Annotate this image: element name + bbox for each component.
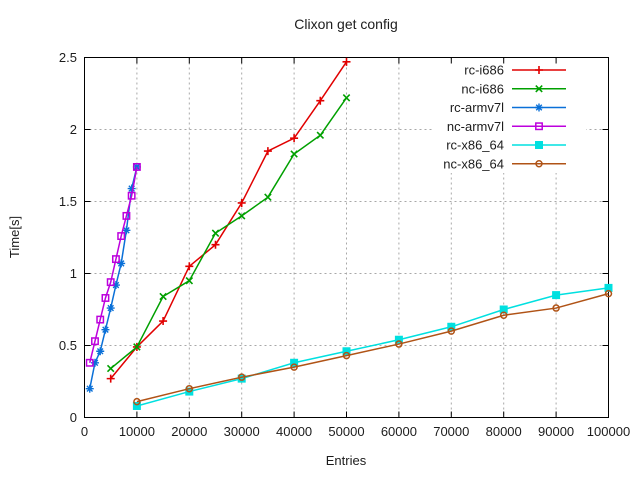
- marker-open-circle-icon: [290, 363, 298, 371]
- legend-label-rc-x86_64: rc-x86_64: [446, 138, 504, 153]
- x-tick-label: 20000: [171, 424, 207, 439]
- marker-asterisk-icon: [535, 103, 543, 112]
- marker-asterisk-icon: [96, 347, 105, 356]
- y-tick-label: 2.5: [59, 50, 77, 65]
- series-line-rc-i686: [110, 61, 348, 380]
- y-tick-label: 0.5: [59, 338, 77, 353]
- marker-open-circle-icon: [535, 160, 543, 168]
- marker-asterisk-icon: [122, 226, 131, 235]
- x-tick-label: 0: [81, 424, 88, 439]
- marker-open-circle-icon: [604, 289, 613, 298]
- x-tick-label: 80000: [486, 424, 522, 439]
- legend-label-rc-i686: rc-i686: [464, 63, 504, 78]
- x-tick-label: 30000: [224, 424, 260, 439]
- marker-cross-icon: [106, 364, 115, 373]
- y-tick-label: 1: [70, 266, 77, 281]
- y-tick-label: 0: [70, 410, 77, 425]
- x-tick-label: 70000: [433, 424, 469, 439]
- marker-cross-icon: [133, 343, 141, 351]
- marker-open-circle-icon: [237, 373, 246, 381]
- x-tick-label: 40000: [276, 424, 312, 439]
- marker-plus-icon: [290, 134, 299, 143]
- series-line-nc-i686: [110, 97, 348, 370]
- marker-cross-icon: [316, 131, 325, 140]
- marker-plus-icon: [263, 147, 272, 156]
- legend-label-rc-armv7l: rc-armv7l: [450, 100, 504, 115]
- marker-asterisk-icon: [101, 325, 110, 334]
- marker-open-square-icon: [96, 315, 105, 324]
- marker-asterisk-icon: [106, 304, 115, 313]
- marker-open-square-icon: [106, 278, 115, 287]
- marker-asterisk-icon: [127, 184, 136, 193]
- marker-cross-icon: [342, 94, 351, 102]
- marker-filled-square-icon: [132, 401, 141, 410]
- marker-filled-square-icon: [535, 141, 543, 149]
- x-tick-label: 90000: [538, 424, 574, 439]
- legend-label-nc-x86_64: nc-x86_64: [443, 156, 504, 171]
- x-axis-label: Entries: [325, 453, 367, 468]
- x-tick-label: 60000: [381, 424, 417, 439]
- series-line-rc-armv7l: [89, 166, 138, 389]
- marker-plus-icon: [159, 317, 168, 326]
- marker-open-circle-icon: [499, 311, 508, 320]
- marker-cross-icon: [535, 84, 543, 93]
- marker-cross-icon: [237, 212, 246, 220]
- legend-label-nc-armv7l: nc-armv7l: [447, 119, 504, 134]
- marker-plus-icon: [185, 262, 194, 271]
- series-line-nc-armv7l: [89, 166, 138, 363]
- x-tick-label: 100000: [587, 424, 630, 439]
- marker-asterisk-icon: [90, 358, 99, 367]
- chart-title: Clixon get config: [294, 16, 398, 32]
- marker-filled-square-icon: [552, 291, 561, 300]
- marker-filled-square-icon: [342, 347, 351, 356]
- marker-open-square-icon: [111, 255, 120, 264]
- marker-open-square-icon: [85, 358, 94, 367]
- marker-asterisk-icon: [111, 281, 120, 290]
- marker-cross-icon: [159, 292, 167, 301]
- marker-open-circle-icon: [185, 384, 194, 393]
- legend-background: [434, 59, 586, 173]
- y-tick-label: 2: [70, 122, 77, 137]
- marker-open-square-icon: [117, 232, 126, 241]
- marker-cross-icon: [264, 193, 272, 201]
- series-line-nc-x86_64: [136, 292, 609, 403]
- marker-filled-square-icon: [394, 335, 403, 344]
- marker-filled-square-icon: [447, 322, 456, 331]
- marker-asterisk-icon: [117, 259, 126, 268]
- marker-plus-icon: [106, 374, 115, 383]
- marker-open-square-icon: [535, 122, 543, 131]
- marker-open-circle-icon: [395, 340, 403, 348]
- marker-cross-icon: [185, 276, 194, 285]
- marker-plus-icon: [316, 96, 325, 105]
- x-tick-label: 10000: [119, 424, 155, 439]
- marker-filled-square-icon: [290, 358, 299, 367]
- marker-cross-icon: [211, 229, 220, 237]
- marker-open-square-icon: [132, 162, 141, 171]
- marker-plus-icon: [211, 240, 220, 249]
- marker-plus-icon: [342, 57, 351, 66]
- marker-plus-icon: [237, 198, 246, 207]
- y-tick-label: 1.5: [59, 194, 77, 209]
- marker-open-circle-icon: [133, 397, 141, 406]
- marker-open-square-icon: [91, 337, 99, 346]
- marker-plus-icon: [535, 66, 543, 74]
- marker-cross-icon: [290, 150, 298, 158]
- marker-open-circle-icon: [342, 351, 351, 360]
- marker-open-square-icon: [101, 294, 110, 302]
- marker-open-square-icon: [127, 191, 136, 200]
- series-line-rc-x86_64: [136, 287, 609, 407]
- marker-open-square-icon: [122, 211, 131, 220]
- x-tick-label: 50000: [328, 424, 364, 439]
- legend-label-nc-i686: nc-i686: [461, 81, 504, 96]
- marker-open-circle-icon: [552, 304, 560, 312]
- marker-asterisk-icon: [85, 384, 94, 393]
- marker-open-circle-icon: [447, 327, 456, 335]
